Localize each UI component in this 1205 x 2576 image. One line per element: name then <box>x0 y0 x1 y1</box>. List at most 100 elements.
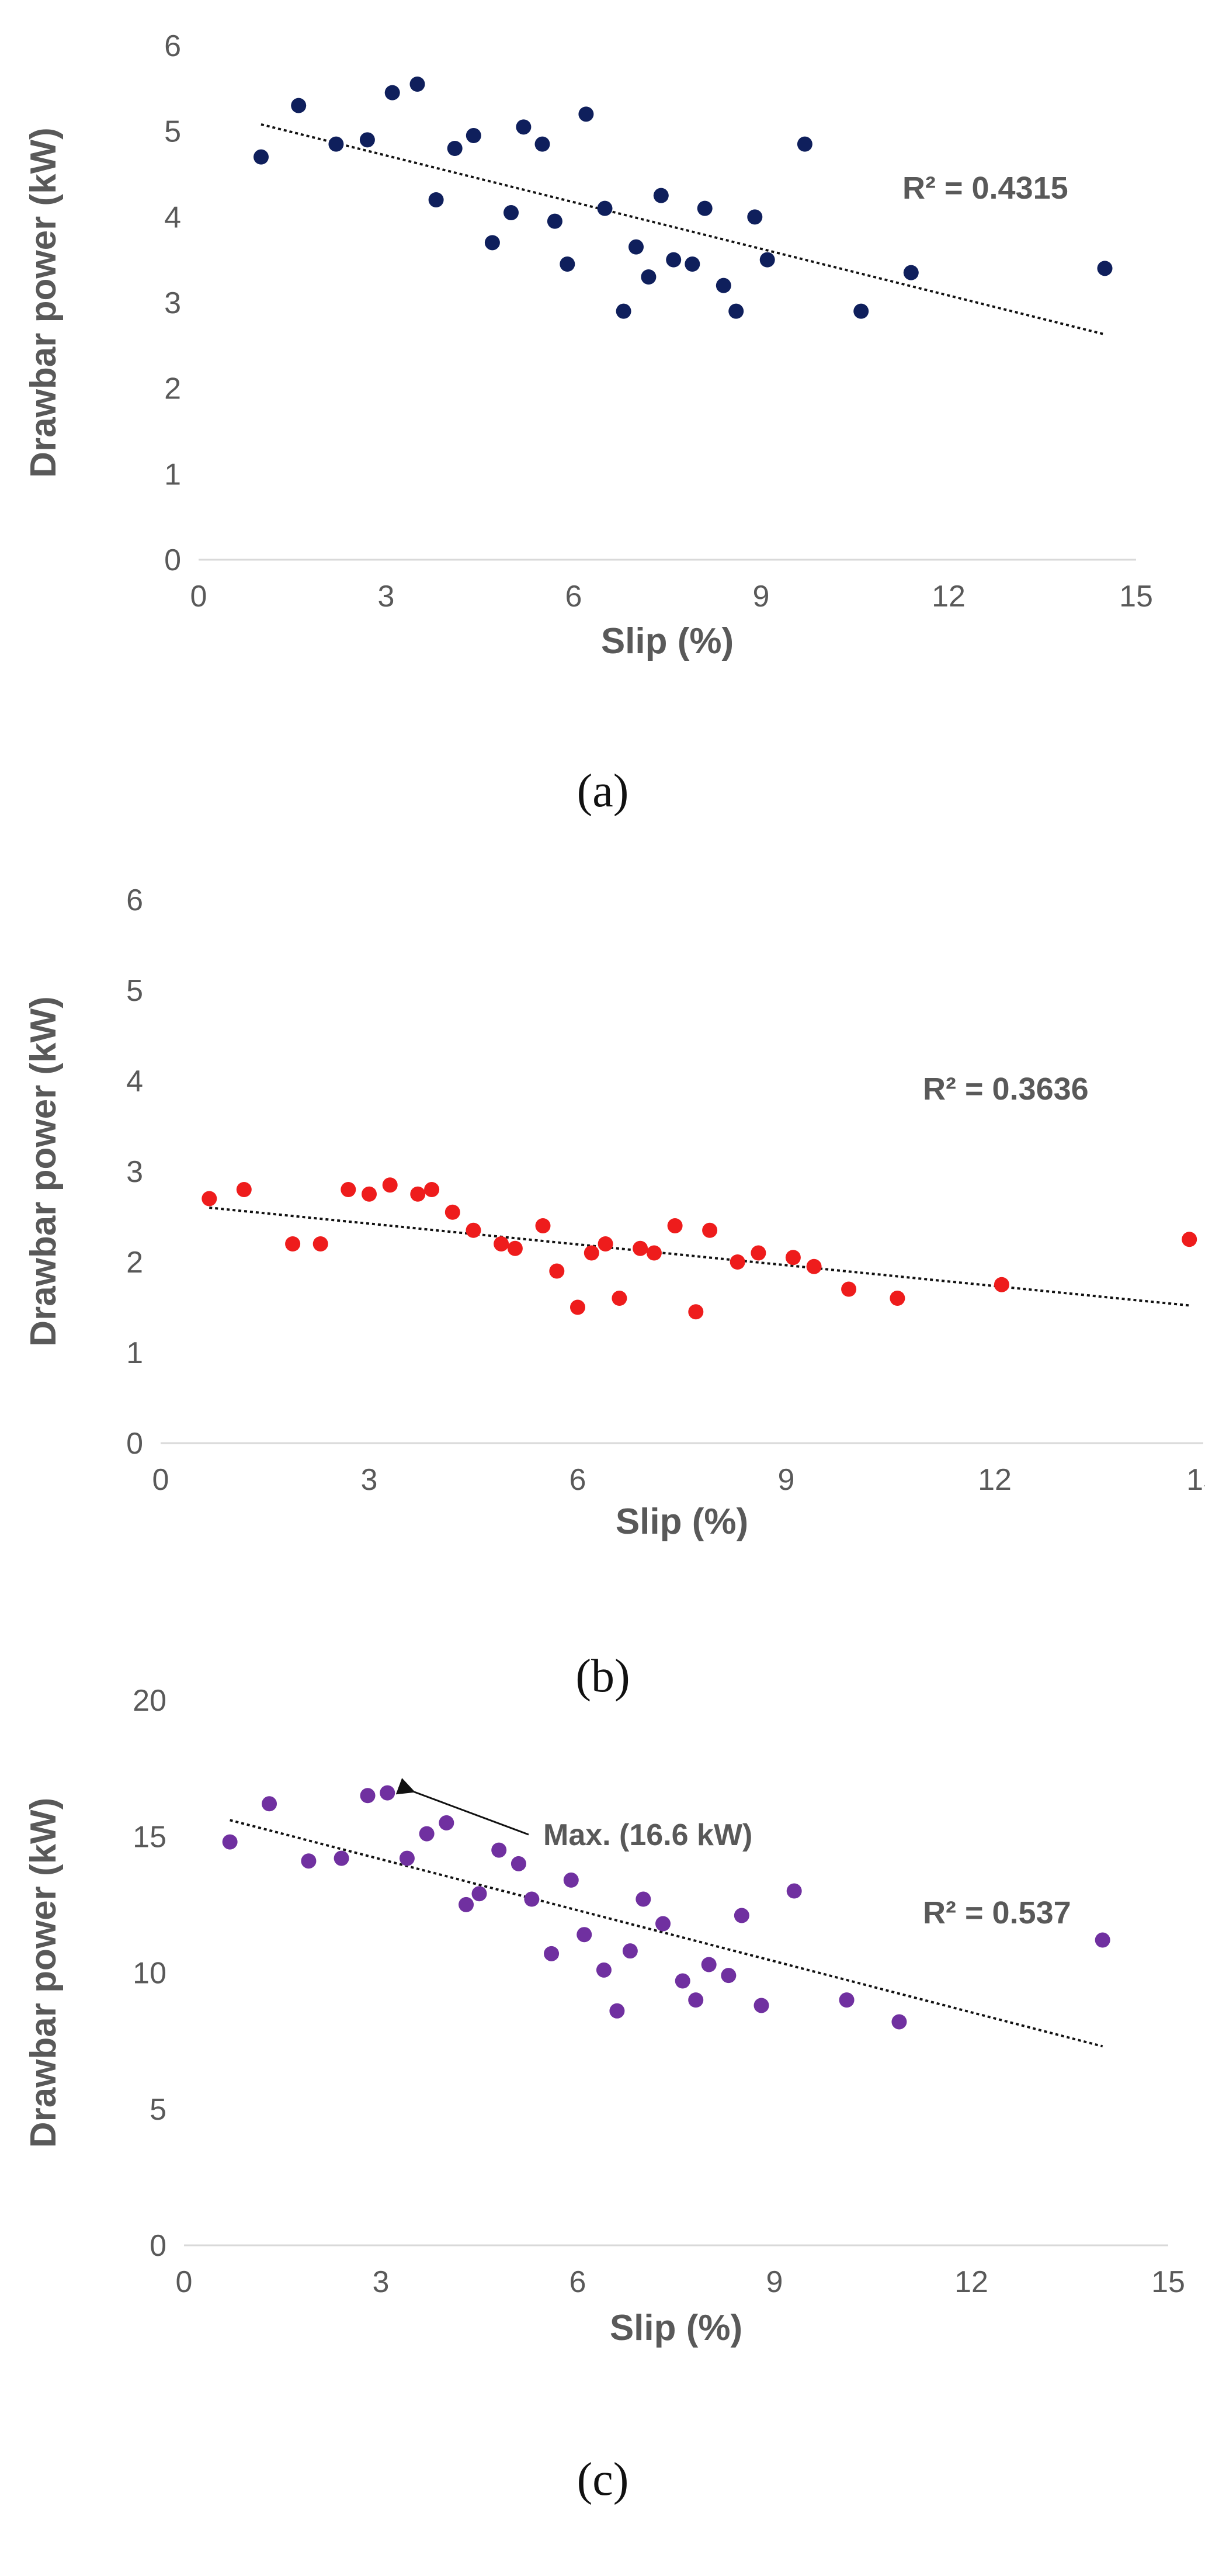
data-point <box>380 1785 395 1801</box>
data-point <box>447 141 463 156</box>
data-point <box>1097 261 1113 276</box>
data-point <box>786 1883 802 1899</box>
data-point <box>612 1291 627 1306</box>
y-tick-label: 0 <box>150 2229 166 2263</box>
data-point <box>328 136 344 152</box>
data-point <box>262 1796 277 1812</box>
y-tick-label: 0 <box>164 543 181 577</box>
panel-caption: (a) <box>577 765 629 817</box>
data-point <box>628 239 644 255</box>
data-point <box>359 132 375 148</box>
y-tick-label: 5 <box>126 974 143 1008</box>
r-squared-label: R² = 0.4315 <box>902 171 1068 206</box>
x-tick-label: 12 <box>954 2265 988 2299</box>
data-point <box>653 188 669 203</box>
data-point <box>360 1788 376 1804</box>
x-tick-label: 3 <box>378 580 395 613</box>
data-point <box>609 2003 625 2019</box>
data-point <box>806 1258 822 1274</box>
x-tick-label: 9 <box>778 1463 795 1497</box>
data-point <box>655 1916 671 1932</box>
data-point <box>667 1218 683 1233</box>
data-point <box>484 235 500 251</box>
data-point <box>785 1250 801 1266</box>
data-point <box>890 1291 905 1306</box>
data-point <box>716 278 731 293</box>
data-point <box>1095 1932 1110 1948</box>
data-point <box>596 1962 612 1978</box>
data-point <box>410 1186 426 1202</box>
data-point <box>382 1177 398 1193</box>
data-point <box>697 200 713 216</box>
data-point <box>459 1897 474 1912</box>
data-point <box>636 1891 651 1907</box>
y-tick-label: 3 <box>164 286 181 320</box>
data-point <box>570 1299 585 1315</box>
data-point <box>747 209 763 225</box>
max-annotation-arrow <box>395 1778 529 1836</box>
data-point <box>666 252 682 268</box>
panel-caption: (b) <box>575 1651 630 1702</box>
data-point <box>751 1245 766 1261</box>
data-point <box>675 1973 690 1989</box>
data-point <box>409 77 425 92</box>
data-point <box>563 1872 579 1888</box>
y-axis-title: Drawbar power (kW) <box>23 996 64 1346</box>
x-tick-label: 12 <box>978 1463 1012 1497</box>
y-tick-label: 1 <box>126 1336 143 1370</box>
data-point <box>222 1834 238 1850</box>
trendline <box>230 1819 1103 2048</box>
data-point <box>891 2014 907 2030</box>
y-tick-label: 20 <box>133 1684 166 1718</box>
data-point <box>341 1182 356 1197</box>
data-point <box>312 1236 328 1251</box>
data-point <box>491 1842 507 1858</box>
x-tick-label: 12 <box>932 580 966 613</box>
x-tick-label: 15 <box>1186 1463 1205 1497</box>
y-tick-label: 10 <box>133 1957 166 1991</box>
data-point <box>524 1891 540 1907</box>
data-point <box>994 1277 1009 1292</box>
panel-caption: (c) <box>577 2454 629 2505</box>
max-annotation-label: Max. (16.6 kW) <box>543 1818 752 1852</box>
data-point <box>633 1240 648 1256</box>
x-tick-label: 9 <box>753 580 770 613</box>
x-axis-title: Slip (%) <box>601 621 734 661</box>
y-tick-label: 1 <box>164 457 181 491</box>
y-tick-label: 6 <box>126 883 143 917</box>
x-tick-label: 0 <box>176 2265 193 2299</box>
data-point <box>797 136 812 152</box>
data-point <box>384 85 400 100</box>
data-point <box>534 136 550 152</box>
data-point <box>646 1245 662 1261</box>
data-point <box>535 1218 551 1233</box>
x-tick-label: 0 <box>152 1463 169 1497</box>
x-tick-label: 3 <box>373 2265 390 2299</box>
y-tick-label: 5 <box>150 2093 166 2127</box>
data-point <box>734 1908 749 1923</box>
data-point <box>839 1992 855 2008</box>
data-point <box>439 1815 454 1830</box>
data-point <box>236 1182 252 1197</box>
data-point <box>728 303 744 319</box>
data-point <box>362 1186 377 1202</box>
data-point <box>577 1927 592 1943</box>
data-point <box>334 1850 349 1866</box>
data-point <box>516 119 532 135</box>
r-squared-label: R² = 0.3636 <box>923 1072 1089 1107</box>
chart-panel-3: 0 5 10 15 20 0 3 6 9 12 15 Slip (%) Drawbar power (k… <box>23 1684 1185 2505</box>
data-point <box>428 192 444 207</box>
data-point <box>578 106 594 122</box>
x-tick-label: 6 <box>569 2265 586 2299</box>
data-point <box>688 1304 704 1320</box>
data-point <box>853 303 869 319</box>
x-tick-label: 6 <box>569 1463 586 1497</box>
data-point <box>511 1856 526 1871</box>
y-tick-label: 4 <box>126 1065 143 1098</box>
data-point <box>471 1886 487 1902</box>
x-tick-label: 9 <box>766 2265 783 2299</box>
y-tick-label: 6 <box>164 29 181 63</box>
x-tick-label: 15 <box>1119 580 1153 613</box>
